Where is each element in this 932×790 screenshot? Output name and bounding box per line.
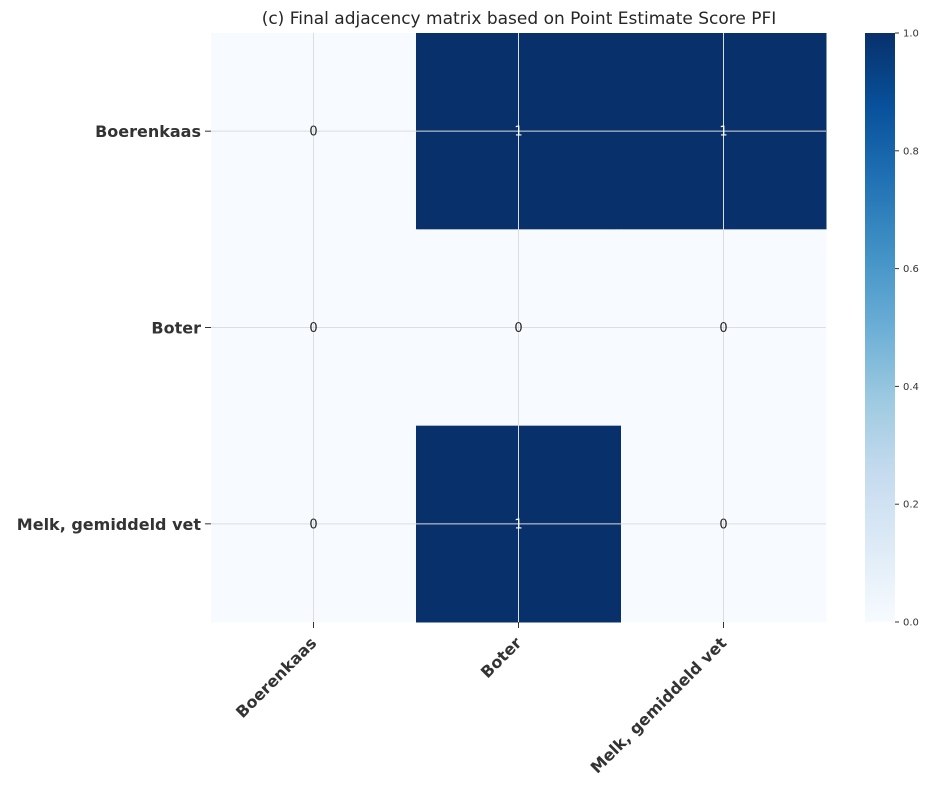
cell-annotations: 0 1 1 0 0 0 0 1 0 — [309, 125, 727, 533]
cell-annotation: 1 — [514, 125, 522, 140]
chart-title: (c) Final adjacency matrix based on Poin… — [262, 9, 777, 29]
cell-annotation: 0 — [719, 321, 727, 336]
x-axis-ticks: Boerenkaas Boter Melk, gemiddeld vet — [232, 622, 731, 777]
cell-annotation: 0 — [309, 125, 317, 140]
colorbar-tick-label: 0.6 — [903, 264, 919, 275]
colorbar: 0.0 0.2 0.4 0.6 0.8 1.0 — [865, 29, 919, 629]
colorbar-tick-label: 0.8 — [903, 146, 919, 157]
colorbar-tick-label: 0.2 — [903, 500, 919, 511]
y-axis-ticks: Boerenkaas Boter Melk, gemiddeld vet — [17, 122, 211, 534]
x-tick-label: Boter — [477, 633, 526, 682]
y-tick-label: Melk, gemiddeld vet — [17, 515, 202, 534]
cell-annotation: 0 — [514, 321, 522, 336]
colorbar-tick-label: 0.0 — [903, 618, 919, 629]
y-tick-label: Boter — [151, 319, 201, 338]
cell-annotation: 1 — [514, 517, 522, 532]
heatmap-gridlines — [211, 33, 826, 622]
y-tick-label: Boerenkaas — [95, 122, 201, 141]
x-tick-label: Melk, gemiddeld vet — [587, 633, 731, 777]
colorbar-ticks: 0.0 0.2 0.4 0.6 0.8 1.0 — [895, 29, 919, 629]
cell-annotation: 0 — [309, 517, 317, 532]
cell-annotation: 0 — [309, 321, 317, 336]
colorbar-gradient — [865, 33, 895, 622]
x-tick-label: Boerenkaas — [232, 633, 320, 721]
colorbar-tick-label: 0.4 — [903, 382, 919, 393]
cell-annotation: 1 — [719, 125, 727, 140]
colorbar-tick-label: 1.0 — [903, 29, 919, 40]
cell-annotation: 0 — [719, 517, 727, 532]
